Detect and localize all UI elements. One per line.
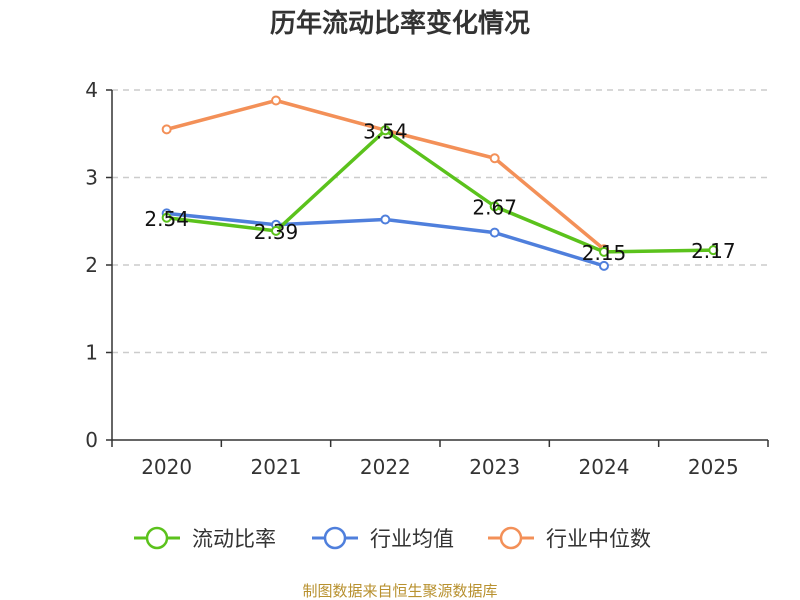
legend-item-0[interactable]: 流动比率 [134, 526, 276, 551]
legend-label-2: 行业中位数 [546, 527, 651, 551]
point-s0-2023[interactable] [489, 201, 500, 212]
point-s0-2025[interactable] [708, 245, 719, 256]
point-s0-2022[interactable] [380, 125, 391, 136]
x-tick-label-2025: 2025 [688, 455, 739, 479]
y-tick-label-0: 0 [85, 428, 98, 452]
data-label-2024: 2.15 [582, 241, 627, 265]
y-tick-label-4: 4 [85, 78, 98, 102]
legend-label-1: 行业均值 [370, 527, 454, 551]
x-tick-label-2023: 2023 [469, 455, 520, 479]
point-s2-2023[interactable] [489, 153, 500, 164]
x-tick-label-2020: 2020 [141, 455, 192, 479]
point-s2-2021[interactable] [271, 95, 281, 106]
data-label-2025: 2.17 [691, 239, 736, 263]
legend-marker-2 [499, 526, 523, 550]
point-s0-2021[interactable] [271, 225, 281, 236]
x-tick-label-2021: 2021 [251, 455, 302, 479]
axes: 0 1 2 3 4 2020 2021 2022 2023 2024 2025 [85, 78, 769, 479]
data-labels: 2.54 2.39 3.54 2.67 2.15 2.17 [144, 119, 735, 265]
series-lines [161, 95, 719, 271]
point-s0-2020[interactable] [161, 212, 172, 223]
data-label-2021: 2.39 [254, 220, 299, 244]
x-tick-label-2022: 2022 [360, 455, 411, 479]
x-tick-label-2024: 2024 [579, 455, 630, 479]
source-note: 制图数据来自恒生聚源数据库 [302, 582, 497, 600]
y-tick-label-3: 3 [85, 166, 98, 190]
data-label-2020: 2.54 [144, 207, 189, 231]
data-label-2022: 3.54 [363, 119, 408, 143]
y-tick-label-2: 2 [85, 253, 98, 277]
point-s0-2024[interactable] [599, 246, 609, 257]
legend[interactable]: 流动比率 行业均值 行业中位数 [134, 526, 651, 551]
point-s1-2023[interactable] [489, 227, 500, 238]
chart-title: 历年流动比率变化情况 [270, 8, 530, 39]
series-line-0 [166, 128, 714, 254]
y-tick-label-1: 1 [85, 341, 98, 365]
legend-item-1[interactable]: 行业均值 [312, 526, 454, 551]
data-label-2023: 2.67 [472, 195, 517, 219]
legend-item-2[interactable]: 行业中位数 [488, 526, 651, 551]
point-s2-2020[interactable] [161, 124, 172, 135]
legend-label-0: 流动比率 [192, 527, 276, 551]
legend-marker-1 [323, 526, 347, 550]
legend-marker-0 [145, 526, 169, 550]
point-s1-2024[interactable] [599, 260, 609, 271]
point-s1-2022[interactable] [380, 214, 391, 225]
